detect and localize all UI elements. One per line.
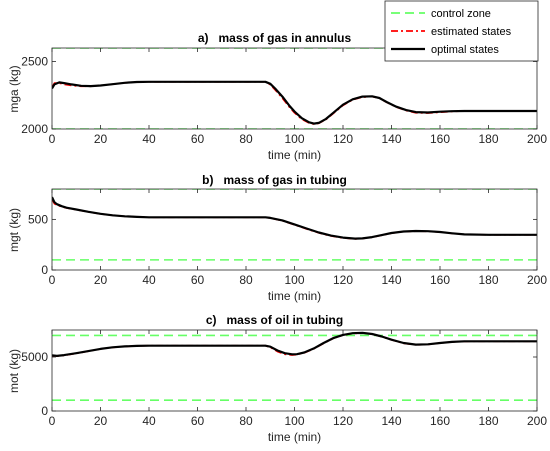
plot-area <box>52 48 537 129</box>
x-tick-label: 20 <box>94 273 108 287</box>
x-tick-label: 180 <box>478 132 498 146</box>
y-axis-label: mgt (kg) <box>7 208 21 252</box>
legend-label: optimal states <box>431 44 499 56</box>
x-tick-label: 100 <box>284 273 304 287</box>
plot-area <box>52 330 537 411</box>
x-tick-label: 100 <box>284 132 304 146</box>
x-tick-label: 200 <box>527 273 547 287</box>
x-tick-label: 160 <box>430 273 450 287</box>
legend-label: estimated states <box>431 26 512 38</box>
series-optimal-states <box>52 196 537 240</box>
y-tick-label: 5000 <box>21 350 48 364</box>
x-tick-label: 0 <box>49 273 56 287</box>
x-axis-label: time (min) <box>268 148 321 162</box>
y-axis-label: mga (kg) <box>7 65 21 112</box>
x-tick-label: 140 <box>381 414 401 428</box>
y-tick-label: 2500 <box>21 55 48 69</box>
legend: control zone estimated states optimal stat… <box>384 0 539 62</box>
panel-b: 0 20 40 60 80 100 120 140 160 180 200 0 500 time (min… <box>7 173 547 303</box>
y-axis-label: mot (kg) <box>7 349 21 393</box>
x-tick-label: 60 <box>191 273 205 287</box>
x-tick-label: 20 <box>94 414 108 428</box>
x-tick-label: 60 <box>191 132 205 146</box>
y-tick-label: 500 <box>28 212 48 226</box>
chart-title: a) mass of gas in annulus <box>198 31 352 45</box>
x-tick-label: 180 <box>478 273 498 287</box>
legend-label: control zone <box>431 8 491 20</box>
panel-c: 0 20 40 60 80 100 120 140 160 180 200 0 5000 time (mi… <box>7 313 547 444</box>
x-tick-label: 40 <box>142 273 156 287</box>
x-tick-label: 120 <box>333 132 353 146</box>
chart-title: c) mass of oil in tubing <box>206 313 343 327</box>
y-tick-label: 2000 <box>21 122 48 136</box>
x-tick-label: 20 <box>94 132 108 146</box>
x-tick-label: 80 <box>239 132 253 146</box>
x-tick-label: 80 <box>239 414 253 428</box>
y-tick-label: 0 <box>41 404 48 418</box>
x-tick-label: 100 <box>284 414 304 428</box>
panel-a: 0 20 40 60 80 100 120 140 160 180 200 2000 2500 time … <box>7 31 547 162</box>
x-tick-label: 120 <box>333 273 353 287</box>
plot-area <box>52 189 537 270</box>
x-tick-label: 200 <box>527 414 547 428</box>
x-tick-label: 120 <box>333 414 353 428</box>
chart-title: b) mass of gas in tubing <box>202 173 347 187</box>
series-optimal-states <box>52 80 537 125</box>
x-tick-label: 80 <box>239 273 253 287</box>
x-tick-label: 200 <box>527 132 547 146</box>
x-tick-label: 160 <box>430 132 450 146</box>
x-tick-label: 0 <box>49 132 56 146</box>
series-optimal-states <box>52 331 537 357</box>
x-axis-label: time (min) <box>268 430 321 444</box>
x-tick-label: 140 <box>381 273 401 287</box>
y-tick-label: 0 <box>41 263 48 277</box>
x-tick-label: 180 <box>478 414 498 428</box>
x-tick-label: 0 <box>49 414 56 428</box>
x-tick-label: 40 <box>142 414 156 428</box>
x-tick-label: 160 <box>430 414 450 428</box>
x-tick-label: 60 <box>191 414 205 428</box>
x-axis-label: time (min) <box>268 289 321 303</box>
x-tick-label: 40 <box>142 132 156 146</box>
x-tick-label: 140 <box>381 132 401 146</box>
